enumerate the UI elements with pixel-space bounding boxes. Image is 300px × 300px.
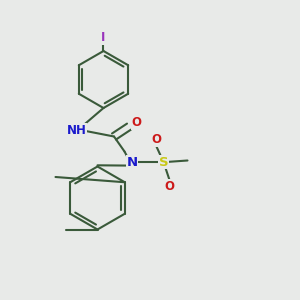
Text: O: O xyxy=(131,116,142,129)
Text: O: O xyxy=(164,179,175,193)
Text: N: N xyxy=(126,155,138,169)
Text: NH: NH xyxy=(67,124,86,137)
Text: I: I xyxy=(101,31,106,44)
Text: S: S xyxy=(159,155,168,169)
Text: O: O xyxy=(151,133,161,146)
